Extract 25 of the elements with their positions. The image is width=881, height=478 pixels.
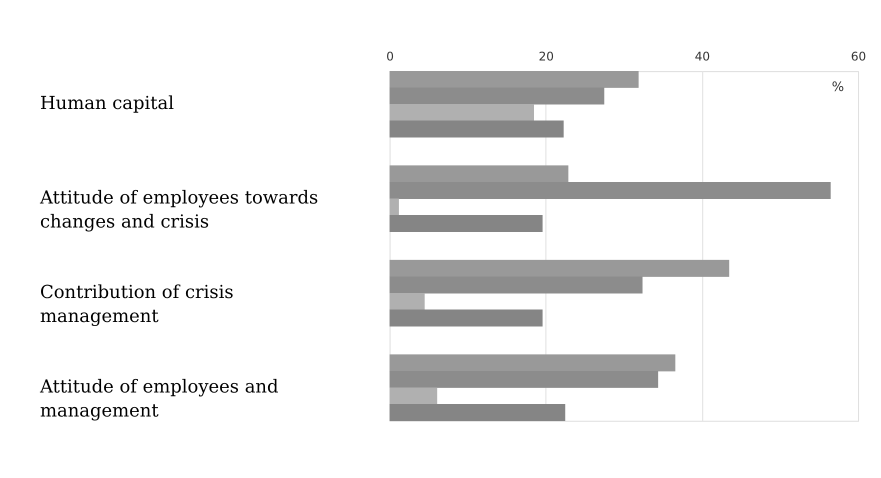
bar bbox=[390, 120, 564, 138]
bar bbox=[390, 354, 676, 372]
annotation: % bbox=[832, 80, 844, 96]
bar bbox=[390, 370, 658, 388]
x-tick-label: 20 bbox=[538, 50, 554, 64]
bar bbox=[390, 165, 568, 182]
y-tick-label: Attitude of employees and management bbox=[38, 376, 279, 422]
y-tick-label: Attitude of employees towards changes and crisis bbox=[38, 188, 318, 233]
bar bbox=[390, 198, 399, 216]
y-tick-label: Contribution of crisis management bbox=[40, 282, 234, 328]
bar bbox=[390, 292, 425, 310]
bar bbox=[390, 310, 543, 327]
bar bbox=[390, 104, 534, 121]
y-tick-label: Human capital bbox=[40, 93, 174, 114]
bar bbox=[390, 387, 438, 404]
bar bbox=[390, 182, 831, 199]
bar bbox=[390, 404, 566, 421]
bar bbox=[390, 276, 643, 294]
bar bbox=[390, 70, 639, 88]
x-tick-label: 60 bbox=[850, 50, 866, 64]
bar bbox=[390, 215, 543, 232]
bar bbox=[390, 260, 730, 277]
x-tick-label: 0 bbox=[386, 50, 394, 64]
x-tick-label: 40 bbox=[694, 50, 710, 64]
bar bbox=[390, 87, 604, 104]
